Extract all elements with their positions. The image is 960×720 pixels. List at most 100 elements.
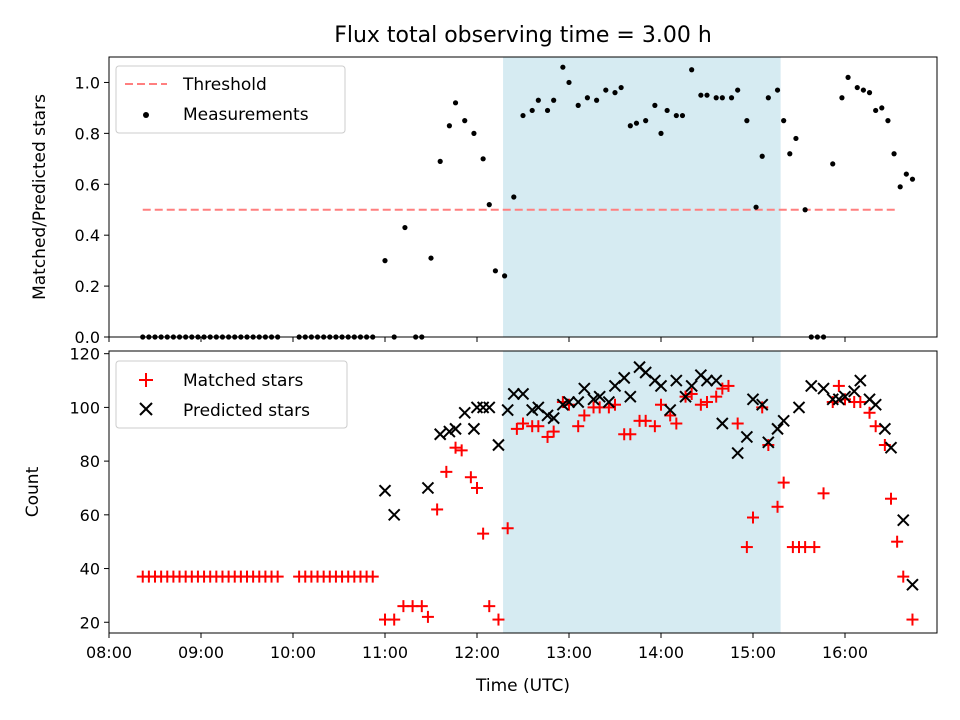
predicted-star-point: [731, 446, 744, 460]
predicted-star-point: [670, 374, 683, 387]
measurement-point: [612, 90, 618, 96]
matched-star-point: [477, 527, 490, 540]
xtick-label: 16:00: [822, 643, 868, 662]
legend-measurements-swatch: [143, 112, 149, 118]
top-ytick-label: 0.6: [75, 175, 100, 194]
matched-star-point: [722, 379, 735, 392]
bottom-ytick-label: 20: [80, 613, 100, 632]
predicted-star-point: [805, 379, 818, 393]
matched-star-point: [817, 487, 830, 500]
measurement-point: [759, 153, 765, 159]
predicted-star-point: [449, 422, 462, 436]
measurement-point: [511, 194, 517, 200]
matched-star-point: [501, 522, 514, 535]
bottom-y-axis-label: Count: [23, 466, 43, 517]
predicted-star-point: [746, 393, 760, 406]
measurement-point: [698, 92, 704, 98]
predicted-star-point: [854, 374, 867, 387]
measurement-point: [560, 64, 566, 70]
measurement-point: [753, 204, 759, 210]
predicted-star-point: [679, 390, 692, 403]
matched-star-point: [431, 503, 444, 516]
predicted-star-point: [578, 382, 591, 395]
measurement-point: [544, 107, 551, 114]
measurement-point: [830, 161, 836, 167]
top-ytick-label: 0.0: [75, 328, 100, 347]
top-legend-box: [115, 65, 346, 134]
measurement-point: [462, 118, 468, 124]
matched-star-point: [854, 396, 867, 409]
bottom-panel: 20 40 60 80 100 120 08:00 09:00 10:00 11:00 12:00…: [23, 345, 938, 696]
matched-star-point: [885, 492, 897, 505]
legend-predicted-label: Predicted stars: [183, 401, 310, 421]
measurement-point: [689, 67, 695, 73]
measurement-point: [891, 151, 897, 157]
measurement-point: [860, 87, 867, 93]
predicted-star-point: [740, 430, 754, 444]
matched-star-point: [449, 441, 462, 454]
measurement-point: [679, 112, 686, 119]
matched-star-point: [547, 425, 560, 438]
predicted-star-point: [571, 395, 585, 409]
matched-star-point: [440, 465, 453, 478]
predicted-star-point: [777, 414, 790, 428]
bottom-x-axis: 08:00 09:00 10:00 11:00 12:00 13:00 14:00 15:00…: [86, 633, 868, 662]
xtick-label: 09:00: [178, 643, 224, 662]
top-x-axis-ticks: [108, 337, 846, 342]
bottom-ytick-label: 40: [80, 560, 100, 579]
bottom-ytick-label: 100: [69, 398, 100, 417]
predicted-star-point: [562, 395, 576, 409]
legend-matched-swatch: [139, 373, 153, 387]
measurement-point: [781, 118, 787, 124]
measurement-point: [643, 118, 649, 124]
measurement-point: [839, 95, 845, 101]
xtick-label: 13:00: [546, 643, 592, 662]
x-axis-label: Time (UTC): [475, 676, 570, 696]
predicted-star-point: [458, 406, 471, 419]
bottom-legend-box: [115, 360, 348, 429]
measurement-point: [774, 87, 781, 93]
measurement-point: [452, 100, 459, 106]
predicted-star-point: [869, 398, 882, 411]
matched-star-point: [541, 430, 554, 443]
bottom-data-marks: [136, 360, 919, 626]
matched-star-point: [891, 535, 904, 548]
matched-star-point: [624, 428, 637, 441]
predicted-star-point: [709, 374, 723, 387]
matched-star-point: [710, 390, 723, 403]
predicted-star-point: [838, 390, 852, 403]
measurement-point: [735, 87, 741, 93]
top-legend: Threshold Measurements: [115, 65, 346, 134]
predicted-star-point: [593, 390, 606, 403]
matched-star-point: [771, 500, 784, 513]
measurement-point: [866, 90, 873, 96]
matched-star-point: [808, 541, 821, 554]
predicted-star-point: [817, 382, 830, 395]
matched-star-point: [731, 417, 744, 430]
measurement-point: [594, 97, 600, 103]
measurement-point: [873, 107, 879, 114]
predicted-star-point: [525, 403, 539, 417]
predicted-star-point: [884, 441, 898, 454]
bottom-ytick-label: 120: [69, 345, 100, 364]
predicted-star-point: [507, 387, 521, 401]
measurement-point: [909, 176, 916, 182]
predicted-star-point: [716, 417, 729, 430]
matched-star-point: [415, 600, 428, 613]
measurement-point: [535, 97, 541, 103]
predicted-star-point: [700, 374, 714, 387]
measurement-point: [879, 105, 885, 111]
matched-star-point: [464, 471, 477, 484]
measurement-point: [854, 84, 860, 91]
top-ytick-label: 1.0: [75, 73, 100, 92]
predicted-star-point: [501, 403, 514, 417]
matched-star-point: [483, 600, 496, 613]
bottom-legend: Matched stars Predicted stars: [115, 360, 348, 429]
measurement-point: [492, 268, 498, 274]
top-panel: 0.0 0.2 0.4 0.6 0.8 1.0 Matched/Predicted sta…: [30, 56, 938, 347]
measurement-point: [802, 207, 808, 213]
bottom-plot-frame: [108, 350, 938, 634]
predicted-star-point: [433, 428, 447, 441]
matched-star-point: [578, 409, 591, 422]
